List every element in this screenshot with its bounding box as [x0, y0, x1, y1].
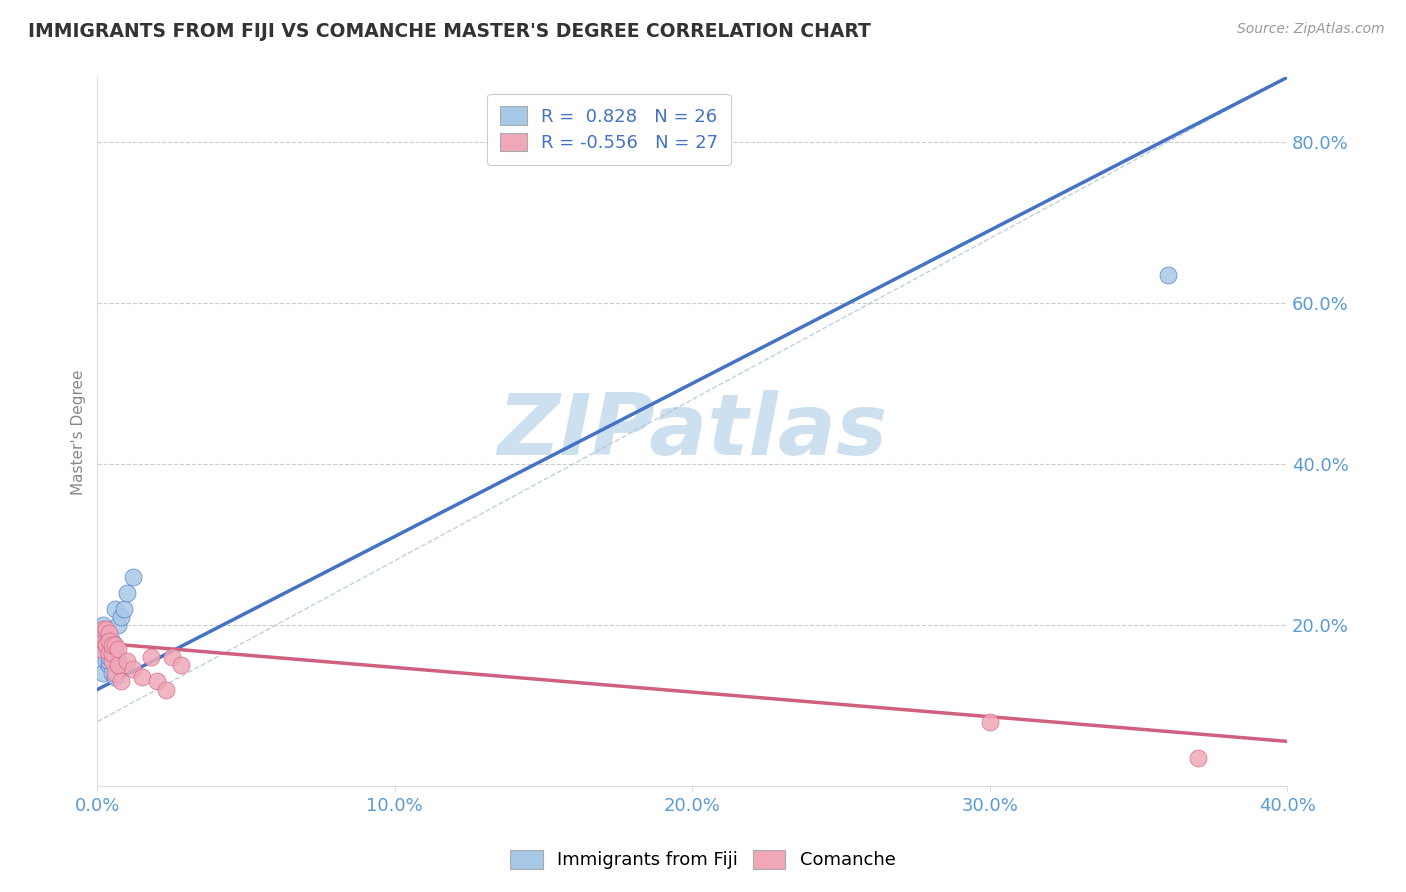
Point	[104, 602, 127, 616]
Point	[96, 634, 118, 648]
Point	[101, 634, 124, 648]
Point	[98, 638, 121, 652]
Point	[98, 626, 121, 640]
Point	[98, 658, 121, 673]
Text: ZIPatlas: ZIPatlas	[498, 391, 887, 474]
Point	[1157, 268, 1180, 282]
Point	[104, 666, 127, 681]
Point	[115, 586, 138, 600]
Point	[131, 670, 153, 684]
Legend: Immigrants from Fiji, Comanche: Immigrants from Fiji, Comanche	[502, 841, 904, 879]
Point	[122, 662, 145, 676]
Point	[101, 646, 124, 660]
Point	[110, 610, 132, 624]
Point	[146, 674, 169, 689]
Point	[122, 570, 145, 584]
Point	[96, 638, 118, 652]
Point	[91, 622, 114, 636]
Point	[101, 646, 124, 660]
Point	[91, 618, 114, 632]
Point	[91, 634, 114, 648]
Point	[115, 654, 138, 668]
Text: Source: ZipAtlas.com: Source: ZipAtlas.com	[1237, 22, 1385, 37]
Point	[1187, 751, 1209, 765]
Point	[169, 658, 191, 673]
Point	[98, 634, 121, 648]
Point	[155, 682, 177, 697]
Point	[96, 630, 118, 644]
Point	[101, 666, 124, 681]
Point	[107, 658, 129, 673]
Point	[110, 674, 132, 689]
Point	[98, 646, 121, 660]
Point	[160, 650, 183, 665]
Point	[139, 650, 162, 665]
Legend: R =  0.828   N = 26, R = -0.556   N = 27: R = 0.828 N = 26, R = -0.556 N = 27	[486, 94, 731, 165]
Point	[101, 654, 124, 668]
Point	[98, 646, 121, 660]
Point	[107, 618, 129, 632]
Point	[98, 654, 121, 668]
Text: IMMIGRANTS FROM FIJI VS COMANCHE MASTER'S DEGREE CORRELATION CHART: IMMIGRANTS FROM FIJI VS COMANCHE MASTER'…	[28, 22, 870, 41]
Point	[96, 654, 118, 668]
Point	[98, 650, 121, 665]
Y-axis label: Master's Degree: Master's Degree	[72, 369, 86, 494]
Point	[101, 638, 124, 652]
Point	[104, 638, 127, 652]
Point	[107, 654, 129, 668]
Point	[104, 646, 127, 660]
Point	[96, 642, 118, 657]
Point	[104, 670, 127, 684]
Point	[89, 642, 111, 657]
Point	[107, 642, 129, 657]
Point	[101, 642, 124, 657]
Point	[96, 622, 118, 636]
Point	[89, 626, 111, 640]
Point	[979, 714, 1001, 729]
Point	[112, 602, 135, 616]
Point	[91, 666, 114, 681]
